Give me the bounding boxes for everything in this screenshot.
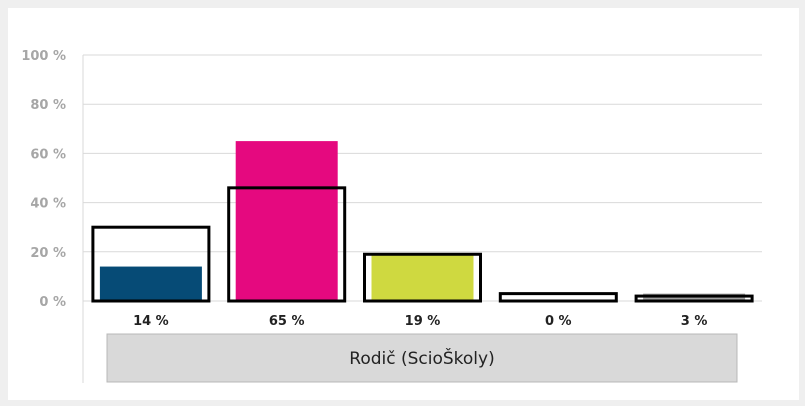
outline-bar [91, 225, 211, 303]
category-box [106, 333, 738, 383]
outline-bar [227, 186, 347, 303]
y-tick-label: 0 % [39, 295, 66, 310]
category-group-label: Rodič (ScioŠkoly) [349, 347, 494, 369]
bar [371, 254, 474, 301]
bar [235, 141, 338, 301]
data-labels: 14 % 65 % 19 % 0 % 3 % [133, 314, 707, 329]
y-tick-label: 80 % [30, 98, 66, 113]
y-tick-label: 60 % [30, 147, 66, 162]
y-axis: 0 % 20 % 40 % 60 % 80 % 100 % [21, 49, 66, 310]
data-label: 3 % [681, 314, 708, 329]
bars [91, 141, 754, 303]
y-tick-label: 40 % [30, 197, 66, 212]
data-label: 65 % [269, 314, 305, 329]
data-label: 0 % [545, 314, 572, 329]
data-label: 14 % [133, 314, 169, 329]
category-group: Rodič (ScioŠkoly) [106, 333, 738, 383]
outline-bar [363, 252, 482, 303]
gridlines [82, 54, 762, 383]
y-tick-label: 20 % [30, 246, 66, 261]
outline-bar [498, 292, 618, 303]
data-label: 19 % [405, 314, 441, 329]
y-tick-label: 100 % [21, 49, 66, 64]
outline-bar [634, 294, 754, 303]
bar [99, 266, 202, 301]
